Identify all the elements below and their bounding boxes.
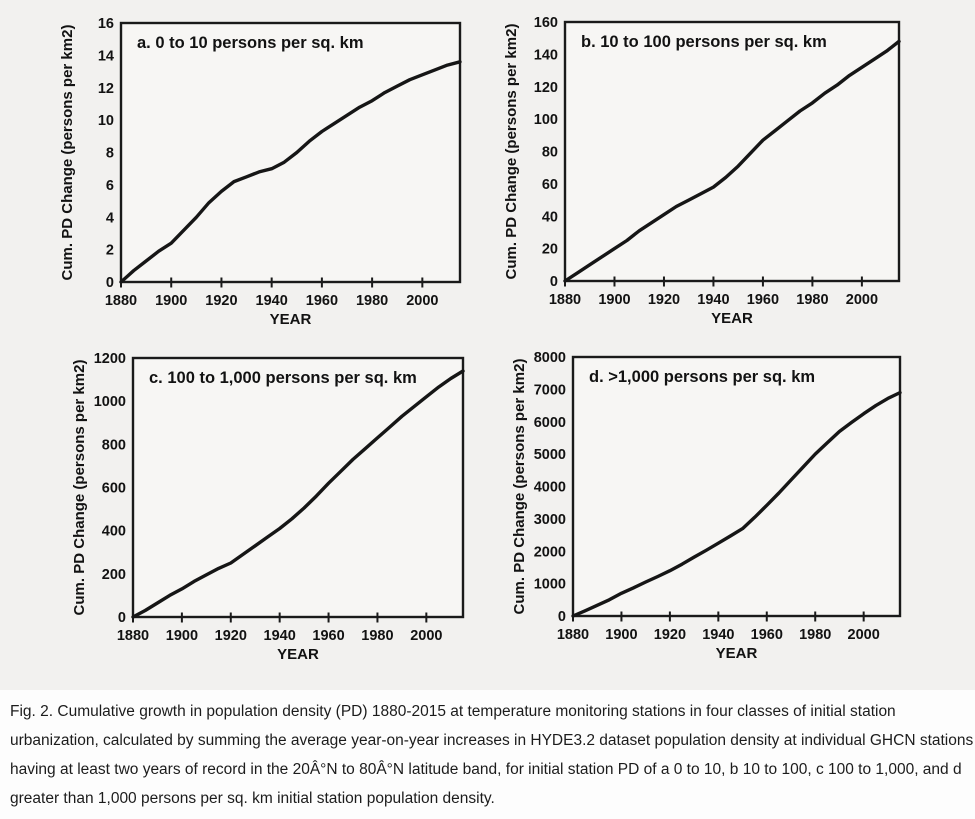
y-tick-label: 200 [102, 567, 126, 583]
x-tick-label: 2000 [406, 293, 438, 309]
x-tick-label: 1960 [306, 293, 338, 309]
figure-caption: Fig. 2. Cumulative growth in population … [10, 697, 974, 813]
panel-title: c. 100 to 1,000 persons per sq. km [149, 369, 417, 387]
x-tick-label: 1960 [747, 292, 779, 308]
chart-panel-d: 1880 1900 1920 1940 1960 1980 2000 0 1000 2000 300… [511, 350, 902, 662]
y-tick-label: 600 [102, 481, 126, 497]
axis-frame [563, 20, 901, 283]
y-tick-label: 0 [558, 609, 566, 625]
chart-panel-b: 1880 1900 1920 1940 1960 1980 2000 0 20 40 60 80 100… [503, 15, 901, 327]
y-tick-label: 2 [106, 243, 114, 259]
caption-line-3: having at least two years of record in t… [10, 761, 962, 778]
x-axis-title: YEAR [270, 311, 312, 328]
x-tick-label: 1900 [605, 627, 637, 643]
y-axis-title: Cum. PD Change (persons per km2) [511, 359, 528, 615]
y-tick-label: 60 [542, 177, 558, 193]
y-axis-title: Cum. PD Change (persons per km2) [503, 24, 520, 280]
panel-title: a. 0 to 10 persons per sq. km [137, 34, 364, 52]
x-tick-label: 2000 [410, 628, 442, 644]
x-tick-label: 1920 [654, 627, 686, 643]
y-tick-label: 1200 [94, 351, 126, 367]
y-tick-label: 0 [106, 275, 114, 291]
y-tick-label: 40 [542, 209, 558, 225]
y-tick-label: 160 [534, 15, 558, 31]
data-line-series [131, 369, 465, 619]
figure-panel-grid: 1880 1900 1920 1940 1960 1980 2000 0 2 4 6 8 10 12 14 1… [0, 0, 975, 690]
y-tick-label: 1000 [94, 394, 126, 410]
y-tick-label: 2000 [534, 544, 566, 560]
caption-line-1: Fig. 2. Cumulative growth in population … [10, 703, 896, 720]
y-tick-label: 800 [102, 437, 126, 453]
panel-title: b. 10 to 100 persons per sq. km [581, 33, 827, 51]
x-tick-label: 1940 [697, 292, 729, 308]
y-tick-label: 400 [102, 524, 126, 540]
y-tick-label: 100 [534, 112, 558, 128]
y-tick-label: 8 [106, 146, 114, 162]
x-tick-label: 1960 [312, 628, 344, 644]
y-tick-label: 8000 [534, 350, 566, 366]
chart-panel-a: 1880 1900 1920 1940 1960 1980 2000 0 2 4 6 8 10 12 14 1… [59, 16, 462, 328]
x-axis-title: YEAR [711, 310, 753, 327]
x-tick-label: 1900 [166, 628, 198, 644]
y-tick-label: 120 [534, 80, 558, 96]
y-tick-label: 16 [98, 16, 114, 32]
y-tick-label: 5000 [534, 447, 566, 463]
x-tick-label: 1940 [702, 627, 734, 643]
x-tick-label: 1880 [105, 293, 137, 309]
x-axis-title: YEAR [716, 645, 758, 662]
panel-title: d. >1,000 persons per sq. km [589, 368, 815, 386]
y-tick-label: 10 [98, 113, 114, 129]
x-tick-label: 1960 [751, 627, 783, 643]
y-tick-label: 0 [118, 610, 126, 626]
y-tick-label: 6 [106, 178, 114, 194]
y-tick-label: 0 [550, 274, 558, 290]
caption-line-4: greater than 1,000 persons per sq. km in… [10, 790, 495, 807]
y-tick-label: 7000 [534, 382, 566, 398]
data-line-series [563, 39, 901, 283]
x-tick-label: 1920 [648, 292, 680, 308]
x-tick-label: 1980 [796, 292, 828, 308]
y-tick-label: 4000 [534, 480, 566, 496]
x-tick-label: 1880 [117, 628, 149, 644]
x-tick-label: 1880 [549, 292, 581, 308]
axis-frame [571, 355, 902, 618]
y-axis-title: Cum. PD Change (persons per km2) [71, 360, 88, 616]
x-axis-title: YEAR [277, 646, 319, 663]
axis-frame [131, 356, 465, 619]
x-tick-label: 1980 [356, 293, 388, 309]
y-tick-label: 80 [542, 145, 558, 161]
y-axis-title: Cum. PD Change (persons per km2) [59, 25, 76, 281]
y-tick-label: 4 [106, 210, 114, 226]
y-tick-label: 3000 [534, 512, 566, 528]
x-tick-label: 2000 [846, 292, 878, 308]
chart-panel-c: 1880 1900 1920 1940 1960 1980 2000 0 200 400 600 80… [71, 351, 465, 663]
x-tick-label: 2000 [848, 627, 880, 643]
x-tick-label: 1900 [598, 292, 630, 308]
x-tick-label: 1980 [361, 628, 393, 644]
x-tick-label: 1880 [557, 627, 589, 643]
x-tick-label: 1940 [264, 628, 296, 644]
x-tick-label: 1980 [799, 627, 831, 643]
data-line-series [119, 60, 462, 284]
data-line-series [571, 390, 902, 618]
y-tick-label: 20 [542, 242, 558, 258]
x-tick-label: 1920 [215, 628, 247, 644]
x-tick-label: 1900 [155, 293, 187, 309]
y-tick-label: 1000 [534, 577, 566, 593]
x-tick-label: 1920 [205, 293, 237, 309]
y-tick-label: 140 [534, 47, 558, 63]
caption-line-2: urbanization, calculated by summing the … [10, 732, 974, 749]
y-tick-label: 12 [98, 81, 114, 97]
y-tick-label: 14 [98, 48, 114, 64]
y-tick-label: 6000 [534, 415, 566, 431]
x-tick-label: 1940 [256, 293, 288, 309]
